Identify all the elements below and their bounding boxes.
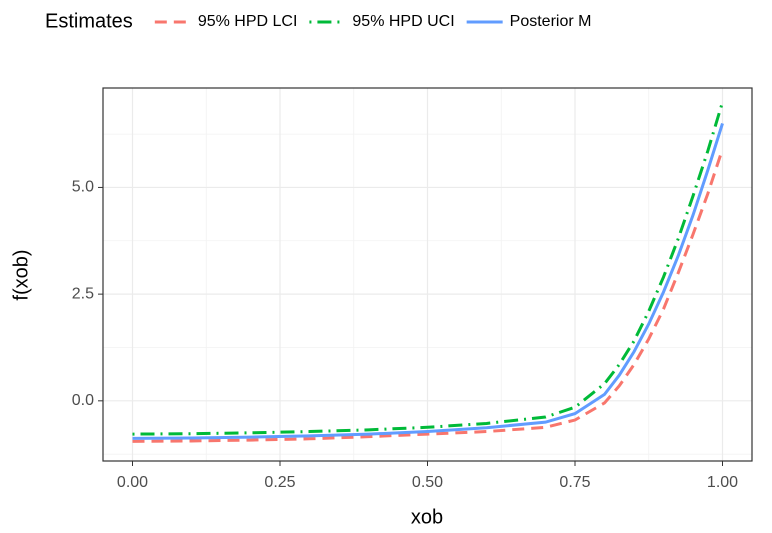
y-tick-label: 2.5 [72, 285, 94, 302]
y-tick-label: 0.0 [72, 392, 94, 409]
x-tick-label: 0.50 [412, 474, 443, 491]
y-axis-label: f(xob) [10, 249, 32, 300]
legend-label: 95% HPD UCI [352, 13, 454, 30]
lines [132, 101, 724, 443]
legend-label: 95% HPD LCI [198, 13, 298, 30]
legend-title: Estimates [45, 10, 133, 32]
x-tick-label: 0.75 [559, 474, 590, 491]
legend-label: Posterior M [510, 13, 592, 30]
grid [103, 88, 752, 461]
legend: 95% HPD LCI 95% HPD UCI Posterior M [154, 13, 592, 30]
x-axis-label: xob [411, 506, 443, 528]
series-line [132, 122, 724, 440]
x-tick-label: 1.00 [707, 474, 738, 491]
x-tick-label: 0.25 [264, 474, 295, 491]
series-line [132, 101, 724, 436]
x-tick-label: 0.00 [117, 474, 148, 491]
series-line [132, 148, 724, 443]
y-tick-label: 5.0 [72, 179, 94, 196]
